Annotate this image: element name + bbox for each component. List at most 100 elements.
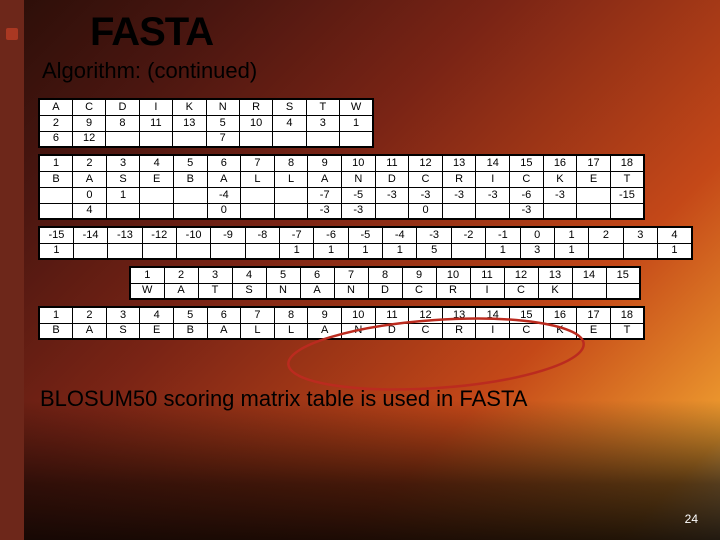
table-cell: A <box>308 323 342 339</box>
table-cell: N <box>266 283 300 299</box>
table-cell: 1 <box>280 243 314 259</box>
table-cell: E <box>577 323 611 339</box>
table-cell: 5 <box>173 155 207 171</box>
table-cell: L <box>274 171 308 187</box>
table-cell: C <box>510 323 544 339</box>
table-cell: -3 <box>417 227 451 243</box>
table-cell: W <box>130 283 164 299</box>
table-cell: 2 <box>73 155 107 171</box>
table-cell: -12 <box>142 227 176 243</box>
table-cell: L <box>274 323 308 339</box>
table-cell: L <box>241 323 275 339</box>
table-cell: 10 <box>436 267 470 283</box>
table-cell <box>39 187 73 203</box>
table-cell: 7 <box>334 267 368 283</box>
table-cell: I <box>139 99 172 115</box>
table-cell: 15 <box>606 267 640 283</box>
table-cell: -3 <box>375 187 409 203</box>
table-cell: 0 <box>73 187 107 203</box>
table-cell: 11 <box>375 155 409 171</box>
table-cell: C <box>409 323 443 339</box>
table-cell <box>39 203 73 219</box>
table-cell: T <box>306 99 339 115</box>
table-cell <box>106 203 140 219</box>
table-cell: B <box>173 323 207 339</box>
table-cell: A <box>207 171 241 187</box>
table-cell: 5 <box>206 115 239 131</box>
table-cell: N <box>334 283 368 299</box>
table-cell: 0 <box>207 203 241 219</box>
table-cell: N <box>341 323 375 339</box>
table-cell: S <box>232 283 266 299</box>
table-cell: 12 <box>72 131 105 147</box>
table-cell: 17 <box>577 307 611 323</box>
table-cell: 16 <box>543 155 577 171</box>
table-cell: C <box>402 283 436 299</box>
table-cell: 8 <box>274 155 308 171</box>
table-cell: I <box>470 283 504 299</box>
table-cell: -14 <box>73 227 107 243</box>
table-cell: 16 <box>543 307 577 323</box>
table-cell <box>273 131 306 147</box>
table-cell: 7 <box>241 155 275 171</box>
table-cell: N <box>206 99 239 115</box>
table-cell: 1 <box>106 187 140 203</box>
table-cell: 9 <box>402 267 436 283</box>
table-cell: N <box>341 171 375 187</box>
table-cell <box>142 243 176 259</box>
table-cell: B <box>173 171 207 187</box>
table-cell <box>606 283 640 299</box>
table-cell: 2 <box>589 227 623 243</box>
table-cell: 8 <box>368 267 402 283</box>
table-cell <box>577 187 611 203</box>
table-sequence-b: 123456789101112131415161718BASEBALLANDCR… <box>38 306 645 340</box>
table-cell <box>173 131 206 147</box>
table-cell: 5 <box>173 307 207 323</box>
table-cell: B <box>39 323 73 339</box>
table-cell: S <box>273 99 306 115</box>
table-cell <box>245 243 279 259</box>
table-cell: 2 <box>39 115 72 131</box>
table-cell: 9 <box>72 115 105 131</box>
table-cell: 7 <box>206 131 239 147</box>
table-cell: 15 <box>510 307 544 323</box>
table-cell: 12 <box>409 307 443 323</box>
table-cell: 1 <box>39 307 73 323</box>
table-cell: A <box>39 99 72 115</box>
table-cell: 10 <box>341 307 375 323</box>
table-cell: D <box>106 99 139 115</box>
table-cell: -1 <box>486 227 520 243</box>
table-cell: 1 <box>314 243 348 259</box>
table-cell: 2 <box>164 267 198 283</box>
table-cell: 8 <box>274 307 308 323</box>
table-cell: C <box>510 171 544 187</box>
table-cell <box>106 131 139 147</box>
table-cell: -4 <box>207 187 241 203</box>
table-cell: 2 <box>73 307 107 323</box>
table-cell: -3 <box>308 203 342 219</box>
table-cell: R <box>436 283 470 299</box>
table-cell: 9 <box>308 155 342 171</box>
table-cell: 7 <box>241 307 275 323</box>
table-cell: A <box>308 171 342 187</box>
table-cell: 11 <box>375 307 409 323</box>
table-cell: R <box>442 171 476 187</box>
table-cell <box>306 131 339 147</box>
table-cell: T <box>610 323 644 339</box>
table-sequence-b-scores: 123456789101112131415161718BASEBALLANDCR… <box>38 154 645 220</box>
table-cell: S <box>106 171 140 187</box>
table-cell <box>108 243 142 259</box>
table-cell <box>140 187 174 203</box>
table-cell: 1 <box>39 155 73 171</box>
table-cell <box>543 203 577 219</box>
table-cell <box>241 203 275 219</box>
table-cell <box>73 243 107 259</box>
table-offset-histogram: -15-14-13-12-10-9-8-7-6-5-4-3-2-10123411… <box>38 226 693 260</box>
table-cell: 1 <box>657 243 692 259</box>
table-cell: 1 <box>130 267 164 283</box>
table-cell: 11 <box>139 115 172 131</box>
table-cell: 17 <box>577 155 611 171</box>
table-cell: 5 <box>417 243 451 259</box>
table-cell: 18 <box>610 307 644 323</box>
table-cell <box>375 203 409 219</box>
